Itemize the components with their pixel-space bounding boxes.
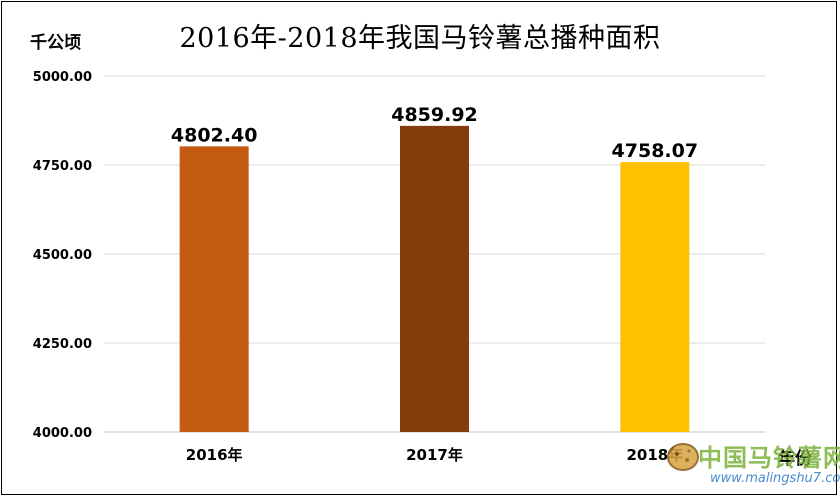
potato-logo-icon (667, 443, 699, 471)
y-tick-label: 4250.00 (33, 337, 92, 352)
bars: 4802.40 4859.92 4758.07 (171, 104, 699, 433)
y-tick-label: 4750.00 (33, 159, 92, 174)
y-tick-label: 4500.00 (33, 248, 92, 263)
x-axis-label: 年份 (778, 449, 812, 469)
watermark-brand: 中国马铃薯网 (698, 444, 840, 472)
x-tick-label: 2016年 (186, 446, 243, 464)
y-axis-ticks: 4000.00 4250.00 4500.00 4750.00 5000.00 (33, 70, 92, 441)
x-axis-ticks: 2016年 2017年 2018年 (186, 446, 683, 464)
y-tick-label: 4000.00 (33, 426, 92, 441)
watermark: 中国马铃薯网 www.malingshu7.com (665, 438, 840, 493)
watermark-url: www.malingshu7.com (710, 471, 840, 486)
bar (620, 162, 690, 432)
y-tick-label: 5000.00 (33, 70, 92, 85)
data-label: 4758.07 (612, 140, 699, 162)
x-tick-label: 2017年 (406, 446, 463, 464)
chart-title: 2016年-2018年我国马铃薯总播种面积 (179, 23, 661, 54)
bar (179, 146, 249, 433)
y-unit-label: 千公顷 (30, 33, 81, 53)
bar (400, 125, 469, 433)
data-label: 4859.92 (391, 104, 478, 126)
data-label: 4802.40 (171, 124, 258, 146)
